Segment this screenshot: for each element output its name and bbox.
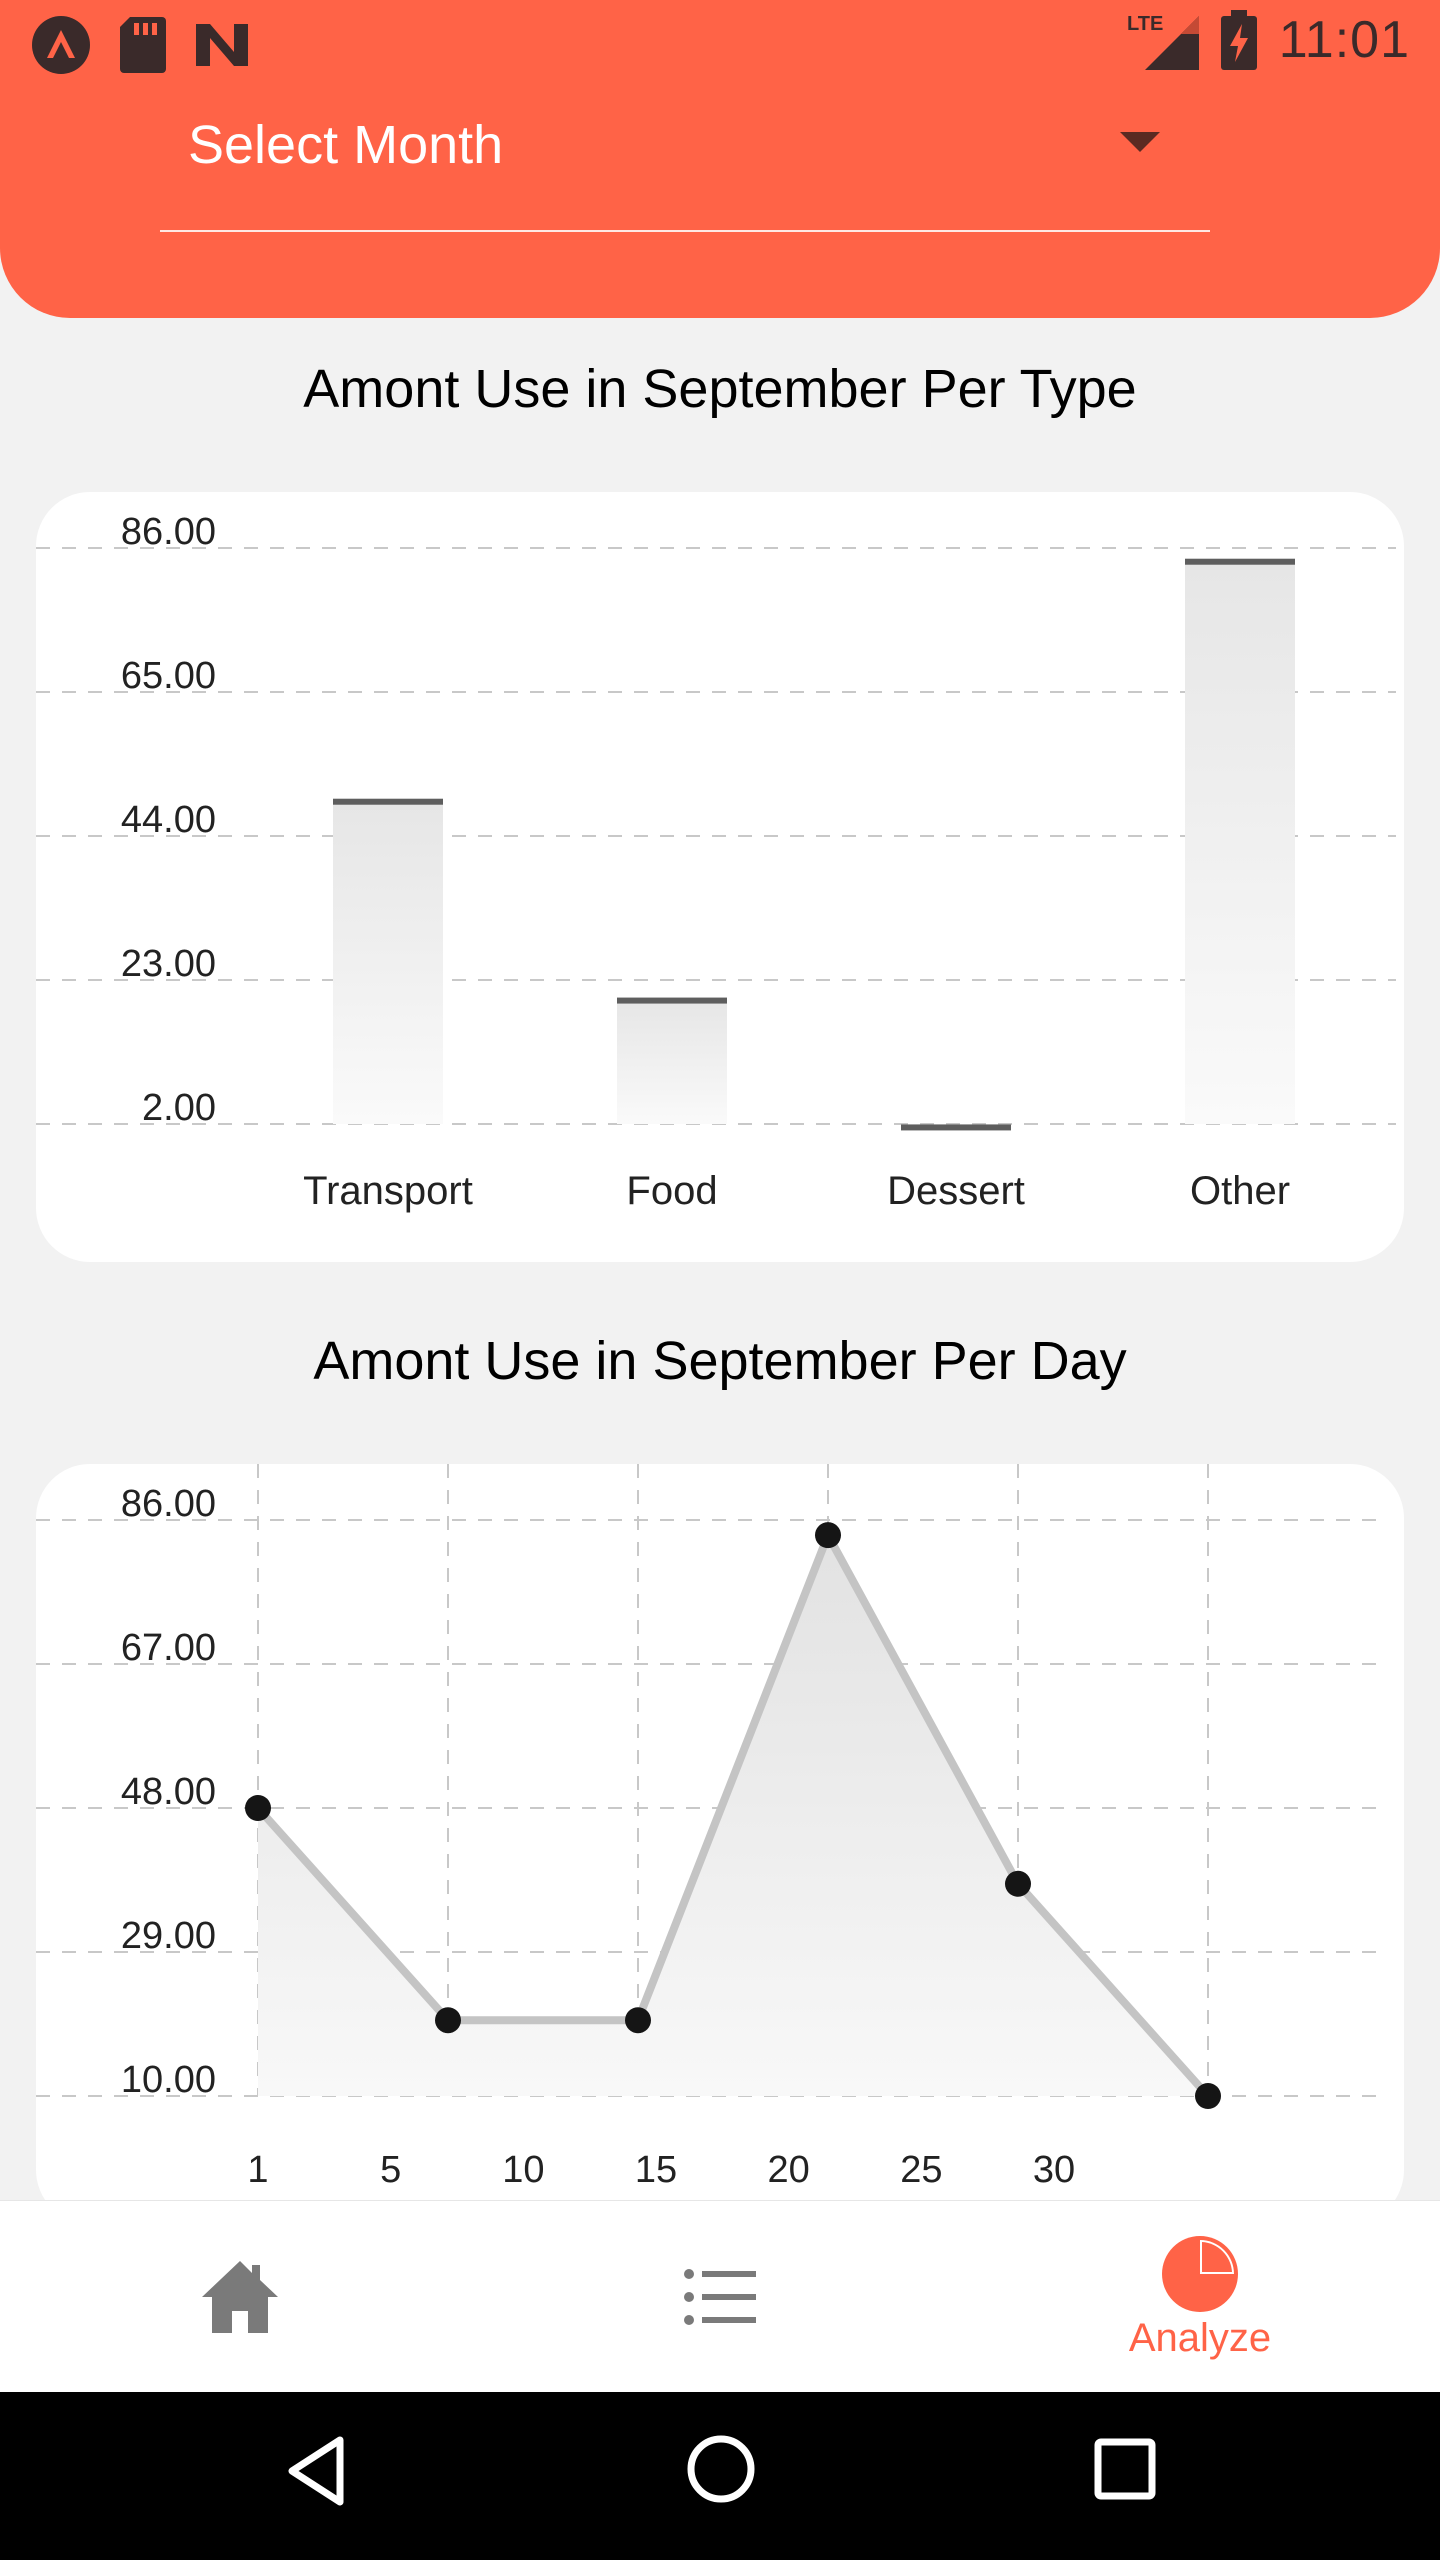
- data-point: [815, 1522, 841, 1549]
- area-fill: [258, 1535, 1208, 2096]
- y-tick-label: 44.00: [121, 799, 216, 841]
- y-tick-label: 67.00: [121, 1627, 216, 1669]
- list-icon: [684, 2269, 756, 2325]
- status-bar: LTE 11:01: [0, 0, 1440, 84]
- x-tick-label: 25: [900, 2149, 942, 2191]
- bar-transport: [333, 801, 443, 1124]
- y-tick-label: 23.00: [121, 943, 216, 985]
- month-select-label: Select Month: [188, 115, 504, 175]
- y-tick-label: 65.00: [121, 655, 216, 697]
- x-tick-label: 15: [635, 2149, 677, 2191]
- x-tick-label: 20: [768, 2149, 810, 2191]
- x-tick-label: Food: [626, 1169, 717, 1213]
- series-line: [255, 1531, 1211, 2099]
- day-chart-card: 86.00 67.00 48.00 29.00 10.00 1 5 10 15 20 25 30: [36, 1464, 1404, 2224]
- lte-signal-icon: LTE: [1127, 13, 1199, 70]
- bottom-nav: Analyze: [0, 2200, 1440, 2392]
- x-tick-label: 10: [502, 2149, 544, 2191]
- y-tick-label: 48.00: [121, 1771, 216, 1813]
- y-tick-label: 29.00: [121, 1915, 216, 1957]
- nav-home[interactable]: [0, 2201, 480, 2393]
- system-nav-bar: [0, 2392, 1440, 2560]
- x-tick-label: 5: [380, 2149, 401, 2191]
- caret-down-icon: [1120, 132, 1160, 152]
- clock: 11:01: [1278, 11, 1410, 69]
- type-bar-chart: 86.00 65.00 44.00 23.00 2.00 Transport Food Des…: [36, 511, 1396, 1213]
- data-point: [1005, 1870, 1031, 1897]
- nav-list[interactable]: [480, 2201, 960, 2393]
- data-point: [245, 1795, 271, 1821]
- bar-cap: [617, 997, 727, 1004]
- y-tick-label: 86.00: [121, 511, 216, 553]
- month-select[interactable]: Select Month: [160, 100, 1210, 232]
- x-tick-label: Dessert: [887, 1169, 1025, 1213]
- nav-analyze-label: Analyze: [1128, 2315, 1272, 2360]
- sd-card-icon: [120, 17, 166, 73]
- back-icon[interactable]: [286, 2436, 346, 2506]
- data-point: [625, 2007, 651, 2034]
- y-tick-label: 2.00: [142, 1087, 216, 1129]
- pie-chart-icon: [1162, 2235, 1238, 2312]
- bar-cap: [333, 798, 443, 805]
- type-chart-title: Amont Use in September Per Type: [303, 359, 1137, 419]
- day-chart-title: Amont Use in September Per Day: [313, 1331, 1127, 1391]
- nav-analyze[interactable]: Analyze: [960, 2201, 1440, 2393]
- recents-icon[interactable]: [1094, 2438, 1156, 2500]
- n-app-icon: [196, 24, 248, 66]
- bar-food: [617, 1000, 727, 1124]
- header: LTE 11:01 Select Month: [0, 0, 1440, 318]
- y-tick-label: 10.00: [121, 2059, 216, 2101]
- svg-text:LTE: LTE: [1127, 13, 1163, 35]
- bar-other: [1185, 561, 1295, 1124]
- battery-charging-icon: [1220, 10, 1257, 70]
- arch-app-icon: [32, 16, 90, 74]
- x-tick-label: Transport: [303, 1169, 473, 1213]
- bar-cap: [1185, 558, 1295, 565]
- data-point: [1195, 2083, 1221, 2109]
- bar-cap: [901, 1124, 1011, 1131]
- x-tick-label: Other: [1190, 1169, 1290, 1213]
- type-chart-card: 86.00 65.00 44.00 23.00 2.00 Transport Food Des…: [36, 492, 1404, 1262]
- home-circle-icon[interactable]: [686, 2434, 756, 2504]
- home-icon: [202, 2261, 278, 2333]
- data-point: [435, 2007, 461, 2034]
- y-tick-label: 86.00: [121, 1483, 216, 1525]
- x-tick-label: 30: [1033, 2149, 1075, 2191]
- x-tick-label: 1: [247, 2149, 268, 2191]
